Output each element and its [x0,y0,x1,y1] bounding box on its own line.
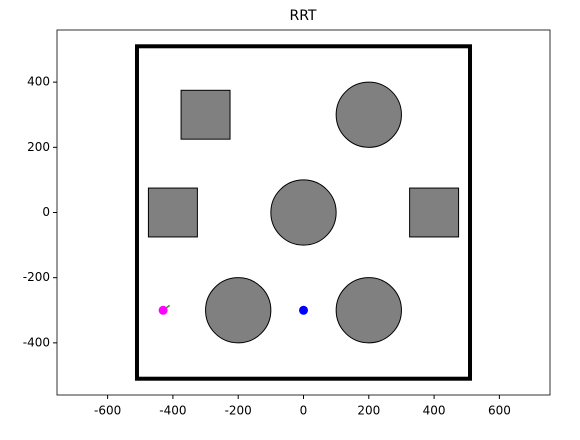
x-tick-label: 200 [357,404,380,418]
square-obstacle [147,187,198,238]
point [299,305,308,315]
y-tick-label: 400 [27,75,50,89]
square-obstacle [409,187,460,238]
x-tick-label: -400 [159,404,186,418]
boundary [134,44,473,381]
x-tick-label: 0 [300,404,308,418]
y-tick-label: -200 [23,270,50,284]
y-tick-label: 200 [27,140,50,154]
chart-title: RRT [290,8,317,24]
y-tick-label: 0 [42,205,50,219]
square-obstacle [180,89,231,140]
circle-obstacle [335,277,402,344]
circle-obstacle [335,81,402,148]
x-tick-label: 600 [488,404,511,418]
circle-obstacle [205,277,272,344]
x-tick-label: -200 [225,404,252,418]
y-tick-label: -400 [23,335,50,349]
circle-obstacle [270,179,337,246]
x-tick-label: 400 [423,404,446,418]
x-tick-label: -600 [94,404,121,418]
point [158,305,168,315]
